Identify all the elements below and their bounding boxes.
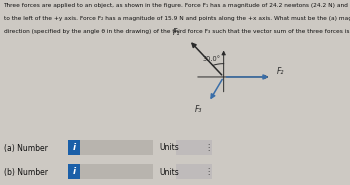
Text: Units: Units [159,144,179,152]
Text: direction (specified by the angle θ in the drawing) of the third force F₃ such t: direction (specified by the angle θ in t… [4,29,350,34]
Text: 30.0°: 30.0° [203,56,221,62]
Text: F₂: F₂ [277,67,284,76]
Text: (a) Number: (a) Number [4,144,47,152]
Text: F₃: F₃ [195,105,202,114]
Text: to the left of the +y axis. Force F₂ has a magnitude of 15.9 N and points along : to the left of the +y axis. Force F₂ has… [4,16,350,21]
Text: F₁: F₁ [173,28,180,37]
Text: i: i [72,167,76,176]
Text: Units: Units [159,168,179,176]
Text: ⋮: ⋮ [204,167,212,176]
Text: (b) Number: (b) Number [4,168,48,176]
Text: Three forces are applied to an object, as shown in the figure. Force F₁ has a ma: Three forces are applied to an object, a… [4,3,350,8]
Text: i: i [72,143,76,152]
Text: ⋮: ⋮ [204,143,212,152]
